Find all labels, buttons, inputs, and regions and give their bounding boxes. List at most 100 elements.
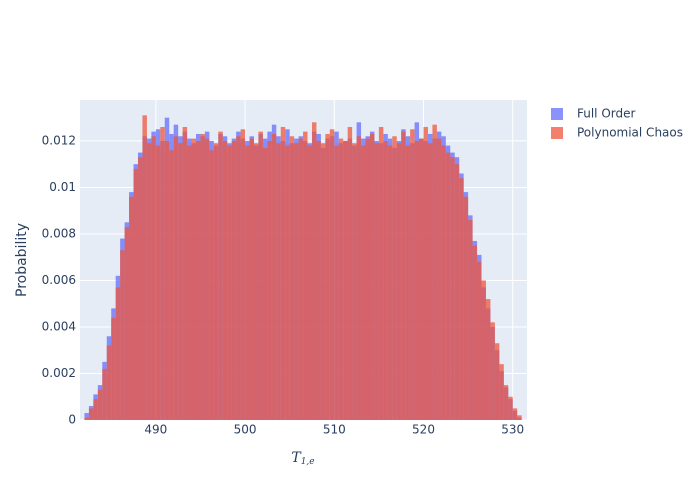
x-tick-label: 530 bbox=[501, 423, 524, 437]
x-tick-label: 520 bbox=[412, 423, 435, 437]
bar bbox=[209, 150, 214, 421]
bar bbox=[445, 152, 451, 420]
bar bbox=[414, 140, 420, 420]
legend-label: Polynomial Chaos bbox=[577, 126, 683, 140]
bar bbox=[454, 164, 460, 420]
bar bbox=[338, 138, 344, 420]
bar bbox=[93, 399, 98, 420]
y-tick-label: 0.004 bbox=[42, 319, 76, 333]
bar bbox=[374, 143, 379, 421]
bar bbox=[405, 145, 411, 420]
bar bbox=[213, 143, 219, 421]
bar bbox=[508, 396, 513, 420]
bar bbox=[494, 343, 500, 420]
bar bbox=[419, 138, 424, 420]
y-tick-label: 0.01 bbox=[49, 180, 76, 194]
x-tick-label: 500 bbox=[234, 423, 257, 437]
y-tick-label: 0.012 bbox=[42, 133, 76, 147]
bar bbox=[499, 364, 504, 420]
bar bbox=[481, 280, 486, 420]
bar bbox=[477, 261, 482, 420]
bar bbox=[129, 196, 134, 420]
bar bbox=[120, 250, 125, 420]
bar bbox=[468, 220, 473, 420]
bar bbox=[204, 138, 210, 420]
bar bbox=[191, 138, 196, 420]
bar bbox=[334, 145, 339, 420]
bar bbox=[307, 145, 312, 420]
bar bbox=[151, 136, 156, 421]
bar bbox=[227, 145, 232, 420]
bar bbox=[369, 133, 375, 420]
bar bbox=[173, 136, 179, 421]
bar bbox=[218, 131, 223, 420]
bar bbox=[410, 129, 415, 421]
bar bbox=[84, 413, 89, 420]
bar bbox=[450, 157, 455, 421]
bar bbox=[517, 415, 522, 420]
y-tick-label: 0.002 bbox=[42, 366, 76, 380]
y-tick-label: 0 bbox=[68, 413, 76, 427]
bar bbox=[262, 147, 268, 420]
bar bbox=[512, 408, 518, 420]
bar bbox=[249, 138, 254, 420]
x-axis-title-sub: 1,e bbox=[301, 457, 315, 467]
bar bbox=[298, 138, 304, 420]
bar bbox=[289, 136, 295, 421]
bar bbox=[169, 150, 174, 421]
x-tick-label: 510 bbox=[323, 423, 346, 437]
bar bbox=[329, 129, 335, 421]
bar bbox=[401, 131, 406, 420]
bar bbox=[316, 140, 321, 420]
bar bbox=[137, 157, 143, 421]
bar bbox=[88, 408, 94, 420]
bar bbox=[115, 287, 121, 420]
bar bbox=[343, 140, 348, 420]
bar bbox=[311, 122, 317, 420]
bar bbox=[195, 140, 201, 420]
x-axis-title: T1,e bbox=[291, 450, 314, 467]
bar bbox=[267, 140, 272, 420]
bar bbox=[200, 133, 205, 420]
bar bbox=[146, 143, 152, 421]
bar bbox=[294, 143, 299, 421]
bar bbox=[142, 115, 147, 420]
bar bbox=[245, 145, 250, 420]
bar bbox=[365, 138, 370, 420]
x-tick-label: 490 bbox=[144, 423, 167, 437]
bar bbox=[124, 226, 130, 420]
bar bbox=[236, 136, 241, 421]
bar bbox=[155, 145, 161, 420]
bar bbox=[97, 389, 103, 420]
bar bbox=[459, 178, 464, 420]
bar bbox=[432, 124, 437, 421]
bar bbox=[378, 126, 384, 420]
bar bbox=[240, 129, 246, 421]
bar bbox=[441, 145, 446, 420]
y-axis-title: Probability bbox=[14, 223, 30, 297]
legend-swatch bbox=[551, 108, 563, 120]
y-tick-label: 0.006 bbox=[42, 273, 76, 287]
bar bbox=[133, 168, 138, 420]
bar bbox=[392, 136, 397, 421]
bar bbox=[160, 126, 165, 420]
bar bbox=[178, 143, 183, 421]
bar bbox=[325, 133, 330, 420]
bar bbox=[182, 126, 188, 420]
bar bbox=[258, 131, 263, 420]
bar bbox=[472, 245, 478, 420]
bar bbox=[253, 143, 259, 421]
bar bbox=[187, 145, 192, 420]
bar bbox=[423, 126, 428, 420]
bar bbox=[485, 299, 491, 420]
bar bbox=[164, 140, 170, 420]
bar bbox=[102, 368, 107, 420]
bar bbox=[276, 143, 281, 421]
bar bbox=[383, 140, 388, 420]
bar bbox=[320, 143, 326, 421]
bar bbox=[231, 140, 237, 420]
bar bbox=[463, 196, 469, 420]
bar bbox=[396, 143, 402, 421]
bar bbox=[347, 126, 353, 420]
